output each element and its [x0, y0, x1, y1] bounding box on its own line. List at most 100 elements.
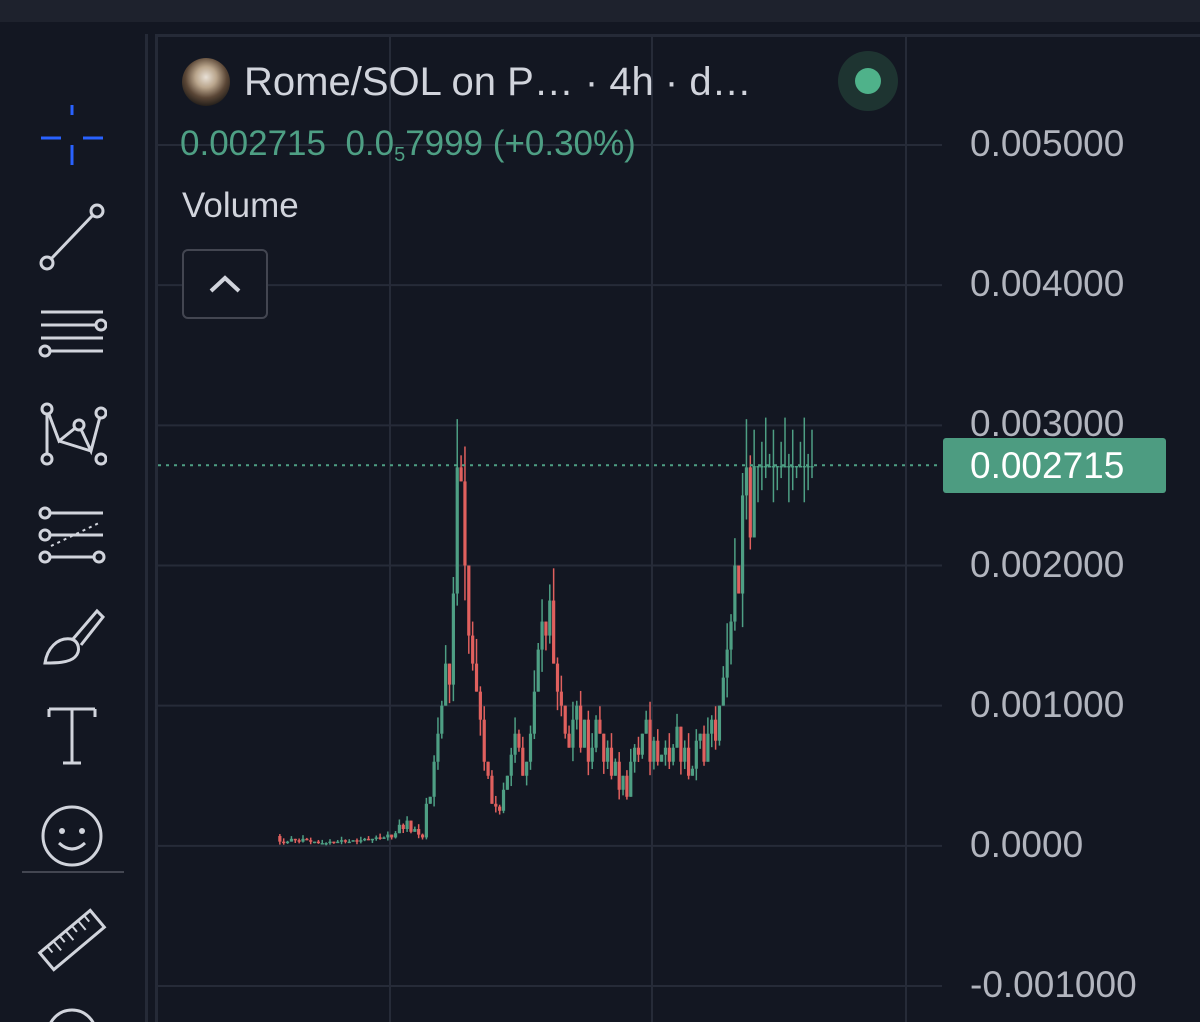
- fib-tool[interactable]: [26, 496, 118, 576]
- candle-body: [297, 840, 301, 842]
- candle-body: [775, 465, 779, 468]
- candle-body: [428, 796, 432, 804]
- candle-body: [613, 761, 617, 776]
- y-tick-label: 0.0000: [970, 823, 1084, 865]
- pattern-icon: [40, 402, 107, 466]
- candle-body: [336, 841, 340, 844]
- candle-body: [413, 829, 417, 832]
- candle-body: [559, 691, 563, 706]
- candle-body: [698, 733, 702, 741]
- candle-body: [501, 789, 506, 811]
- candle-body: [648, 719, 652, 762]
- text-tool[interactable]: [26, 696, 118, 776]
- candle-body: [316, 841, 321, 844]
- zoom-tool[interactable]: [26, 1002, 118, 1022]
- candle-body: [636, 747, 641, 755]
- candle-body: [540, 621, 544, 650]
- chart-grid: [158, 37, 942, 1022]
- candle-body: [328, 841, 332, 844]
- candle-body: [436, 733, 440, 762]
- candle-body: [783, 465, 787, 468]
- collapse-button[interactable]: [182, 249, 268, 319]
- candles: [278, 417, 814, 846]
- candle-body: [536, 649, 540, 692]
- candle-body: [409, 820, 413, 832]
- y-tick-label: 0.004000: [970, 263, 1125, 305]
- candle-body: [683, 747, 687, 762]
- candle-body: [671, 747, 675, 762]
- candle-body: [301, 838, 305, 842]
- candle-body: [644, 719, 648, 734]
- candle-body: [687, 747, 691, 776]
- candle-body: [424, 803, 428, 838]
- volume-label[interactable]: Volume: [182, 186, 299, 225]
- candle-body: [509, 754, 513, 776]
- market-status[interactable]: [838, 51, 898, 111]
- candle-body: [440, 705, 444, 734]
- horizontal-lines-tool[interactable]: [26, 296, 118, 376]
- emoji-tool[interactable]: [26, 796, 118, 876]
- candle-body: [289, 838, 294, 842]
- candle-body: [660, 754, 664, 762]
- candle-body: [309, 840, 313, 842]
- chart-panel[interactable]: [155, 34, 1200, 1022]
- crosshair-tool[interactable]: [26, 96, 118, 176]
- candle-body: [490, 775, 494, 804]
- candle-body: [752, 465, 756, 538]
- brush-tool[interactable]: [26, 596, 118, 676]
- candle-body: [459, 467, 463, 482]
- candle-body: [787, 465, 791, 468]
- candle-body: [552, 600, 556, 664]
- candle-body: [640, 733, 644, 755]
- candle-body: [451, 593, 455, 685]
- pattern-tool[interactable]: [26, 396, 118, 476]
- candle-body: [798, 465, 803, 468]
- candle-body: [455, 467, 459, 594]
- symbol-title[interactable]: Rome/SOL on P… · 4h · d…: [244, 59, 752, 104]
- candle-body: [417, 829, 421, 835]
- candle-body: [474, 663, 479, 692]
- candle-body: [467, 565, 471, 636]
- ruler-tool[interactable]: [26, 900, 118, 980]
- token-logo: [182, 58, 230, 106]
- fib-icon: [38, 506, 106, 564]
- candle-body: [494, 803, 498, 807]
- candle-body: [285, 841, 290, 844]
- chart-legend[interactable]: Rome/SOL on P… · 4h · d…: [182, 56, 752, 108]
- trend-line-tool[interactable]: [26, 196, 118, 276]
- candle-body: [586, 719, 590, 762]
- last-price-label: 0.002715: [943, 438, 1166, 493]
- candle-body: [656, 740, 660, 762]
- candle-body: [282, 841, 286, 844]
- candle-body: [729, 621, 733, 650]
- candle-body: [505, 775, 509, 790]
- candle-body: [555, 663, 560, 692]
- candle-body: [393, 833, 398, 838]
- candle-body: [748, 467, 752, 538]
- trend-line-icon: [39, 203, 105, 271]
- candle-body: [548, 600, 552, 636]
- candle-body: [667, 747, 671, 762]
- candle-body: [598, 719, 602, 734]
- candle-body: [690, 768, 695, 776]
- zoom-icon: [49, 1008, 95, 1022]
- candle-body: [366, 838, 371, 841]
- candle-body: [347, 841, 351, 844]
- candle-body: [713, 719, 718, 741]
- candle-body: [382, 837, 386, 839]
- candle-body: [594, 719, 598, 748]
- candle-body: [432, 761, 436, 797]
- status-dot-icon: [855, 68, 881, 94]
- candle-body: [498, 806, 502, 811]
- candle-body: [675, 726, 679, 748]
- candle-body: [590, 747, 594, 762]
- candle-body: [602, 733, 606, 762]
- candle-body: [343, 840, 348, 842]
- candle-body: [390, 834, 394, 838]
- candle-body: [710, 719, 714, 734]
- candle-body: [397, 824, 401, 834]
- candle-body: [706, 733, 710, 762]
- candle-body: [756, 465, 760, 468]
- candle-body: [571, 719, 575, 748]
